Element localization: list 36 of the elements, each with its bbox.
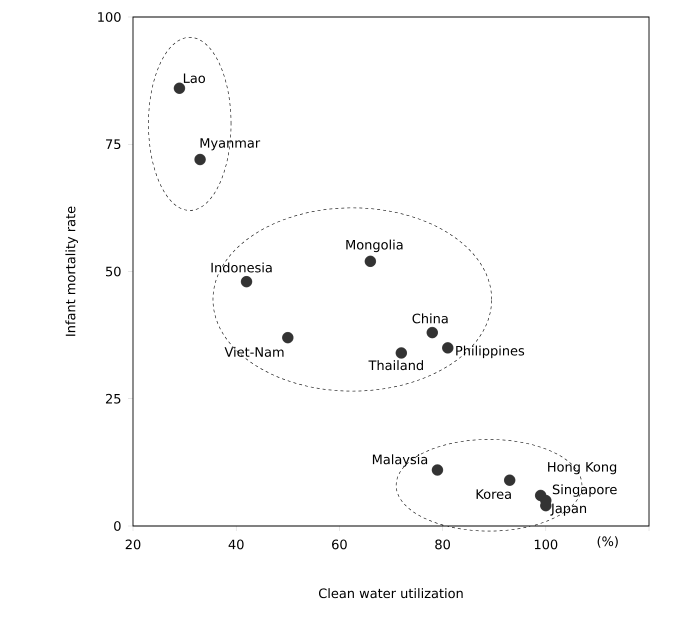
x-tick-label: 40 [228,540,244,550]
y-tick-label: 100 [98,12,121,22]
annotation: Thailand [368,360,423,370]
y-tick-label: 25 [106,394,120,404]
annotation: Hong Kong [548,462,616,474]
annotation: Malaysia [372,454,428,467]
annotation: Japan [550,504,586,516]
y-tick-label: 0 [114,521,121,531]
point [432,464,444,476]
annotation: Philippines [456,346,524,358]
y-axis-title: Infant mortality rate [65,206,78,336]
x-tick-label: 20 [126,540,140,550]
point [174,82,186,94]
point [426,326,438,338]
annotation: Myanmar [200,138,260,150]
annotation: Korea [476,489,511,500]
point [442,342,454,354]
y-tick-label: 75 [106,139,120,150]
annotation: Mongolia [346,240,403,252]
point [396,347,408,359]
annotation: Lao [184,73,206,84]
y-tick-label: 50 [106,266,121,276]
text: (%) [598,536,618,548]
annotation: Viet-Nam [224,346,284,357]
annotation: Singapore [552,484,617,497]
x-tick-label: 60 [332,540,347,550]
point [194,154,206,166]
x-axis-title: Clean water utilization [318,588,463,598]
point [282,332,294,344]
annotation: Indonesia [211,262,272,272]
x-tick-label: 100 [534,540,558,550]
point [364,256,376,268]
point [504,474,516,486]
annotation: China [412,313,448,324]
point [240,276,252,288]
x-tick-label: 80 [435,540,450,550]
